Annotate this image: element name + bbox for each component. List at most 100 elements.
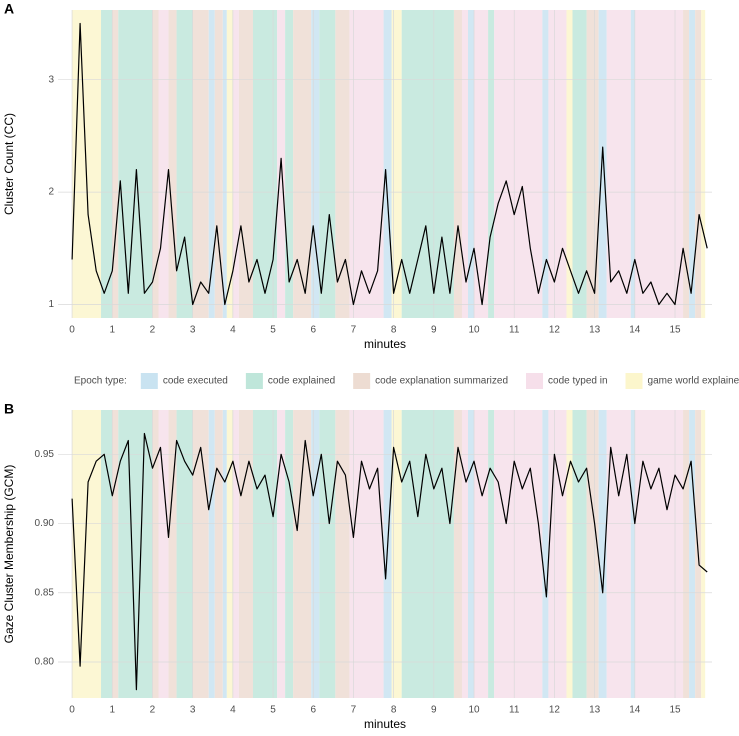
legend-label: code executed bbox=[163, 376, 228, 387]
epoch-band bbox=[152, 10, 159, 318]
epoch-band bbox=[335, 410, 350, 698]
epoch-band bbox=[349, 10, 384, 318]
epoch-band bbox=[572, 10, 587, 318]
legend-swatch bbox=[140, 373, 158, 389]
x-tick-label: 11 bbox=[509, 325, 520, 336]
x-tick-label: 1 bbox=[109, 705, 115, 716]
panel-label: A bbox=[4, 1, 14, 17]
epoch-band bbox=[72, 410, 102, 698]
x-tick-label: 12 bbox=[549, 705, 561, 716]
epoch-band bbox=[701, 10, 706, 318]
epoch-band bbox=[101, 410, 113, 698]
epoch-band bbox=[494, 10, 543, 318]
epoch-band bbox=[548, 410, 567, 698]
epoch-band bbox=[168, 410, 177, 698]
epoch-band bbox=[335, 10, 350, 318]
epoch-band bbox=[277, 410, 286, 698]
epoch-band bbox=[634, 410, 684, 698]
panel-label: B bbox=[4, 401, 14, 417]
epoch-band bbox=[222, 410, 227, 698]
legend-label: game world explained bbox=[648, 376, 739, 387]
epoch-band bbox=[118, 10, 153, 318]
legend-swatch bbox=[245, 373, 263, 389]
epoch-band bbox=[453, 410, 462, 698]
epoch-band bbox=[112, 10, 119, 318]
epoch-band bbox=[401, 410, 454, 698]
y-tick-label: 0.80 bbox=[35, 657, 55, 668]
x-axis-title: minutes bbox=[364, 717, 406, 731]
legend-label: code explained bbox=[268, 376, 335, 387]
legend-label: code typed in bbox=[548, 376, 608, 387]
epoch-band bbox=[689, 10, 696, 318]
x-tick-label: 11 bbox=[509, 705, 520, 716]
x-tick-label: 0 bbox=[69, 705, 75, 716]
legend-title: Epoch type: bbox=[74, 376, 127, 387]
epoch-band bbox=[252, 10, 278, 318]
epoch-band bbox=[391, 410, 402, 698]
epoch-band bbox=[192, 10, 209, 318]
epoch-band bbox=[474, 410, 489, 698]
epoch-band bbox=[293, 10, 312, 318]
y-axis-title: Cluster Count (CC) bbox=[2, 113, 16, 215]
legend-swatch bbox=[526, 373, 544, 389]
epoch-band bbox=[208, 10, 215, 318]
y-tick-label: 1 bbox=[48, 299, 54, 310]
epoch-band bbox=[586, 410, 599, 698]
epoch-band bbox=[683, 10, 690, 318]
x-tick-label: 3 bbox=[190, 705, 196, 716]
epoch-band bbox=[542, 410, 549, 698]
epoch-band bbox=[238, 10, 253, 318]
x-tick-label: 14 bbox=[629, 705, 641, 716]
epoch-band bbox=[468, 10, 475, 318]
epoch-band bbox=[232, 10, 239, 318]
epoch-band bbox=[214, 410, 223, 698]
epoch-band bbox=[548, 10, 567, 318]
epoch-band bbox=[391, 10, 402, 318]
y-axis-title: Gaze Cluster Membership (GCM) bbox=[2, 465, 16, 644]
epoch-band bbox=[634, 10, 684, 318]
epoch-band bbox=[226, 410, 233, 698]
x-tick-label: 8 bbox=[391, 325, 397, 336]
data-line bbox=[71, 22, 708, 306]
y-tick-label: 2 bbox=[48, 187, 54, 198]
epoch-band bbox=[208, 410, 215, 698]
x-tick-label: 10 bbox=[468, 705, 480, 716]
epoch-band bbox=[701, 410, 706, 698]
y-tick-label: 0.90 bbox=[35, 518, 55, 529]
legend-swatch bbox=[625, 373, 643, 389]
x-tick-label: 13 bbox=[589, 705, 601, 716]
epoch-band bbox=[293, 410, 312, 698]
y-tick-label: 0.85 bbox=[35, 587, 55, 598]
epoch-band bbox=[285, 10, 294, 318]
legend-label: code explanation summarized bbox=[375, 376, 508, 387]
x-tick-label: 5 bbox=[270, 325, 276, 336]
epoch-band bbox=[176, 10, 193, 318]
epoch-band bbox=[566, 410, 573, 698]
epoch-band bbox=[152, 410, 159, 698]
epoch-band bbox=[168, 10, 177, 318]
epoch-band bbox=[488, 410, 495, 698]
x-tick-label: 4 bbox=[230, 705, 236, 716]
epoch-band bbox=[689, 410, 696, 698]
x-tick-label: 12 bbox=[549, 325, 561, 336]
x-tick-label: 9 bbox=[431, 705, 437, 716]
x-tick-label: 3 bbox=[190, 325, 196, 336]
x-tick-label: 0 bbox=[69, 325, 75, 336]
x-tick-label: 1 bbox=[109, 325, 115, 336]
epoch-band bbox=[461, 410, 469, 698]
epoch-band bbox=[598, 410, 607, 698]
x-tick-label: 4 bbox=[230, 325, 236, 336]
y-tick-label: 3 bbox=[48, 74, 54, 85]
x-tick-label: 8 bbox=[391, 705, 397, 716]
x-tick-label: 14 bbox=[629, 325, 641, 336]
epoch-band bbox=[461, 10, 469, 318]
epoch-band bbox=[542, 10, 549, 318]
epoch-band bbox=[598, 10, 607, 318]
x-axis-title: minutes bbox=[364, 337, 406, 351]
data-line bbox=[71, 432, 708, 691]
x-tick-label: 15 bbox=[669, 705, 681, 716]
epoch-band bbox=[630, 410, 635, 698]
epoch-band bbox=[468, 410, 475, 698]
x-tick-label: 9 bbox=[431, 325, 437, 336]
